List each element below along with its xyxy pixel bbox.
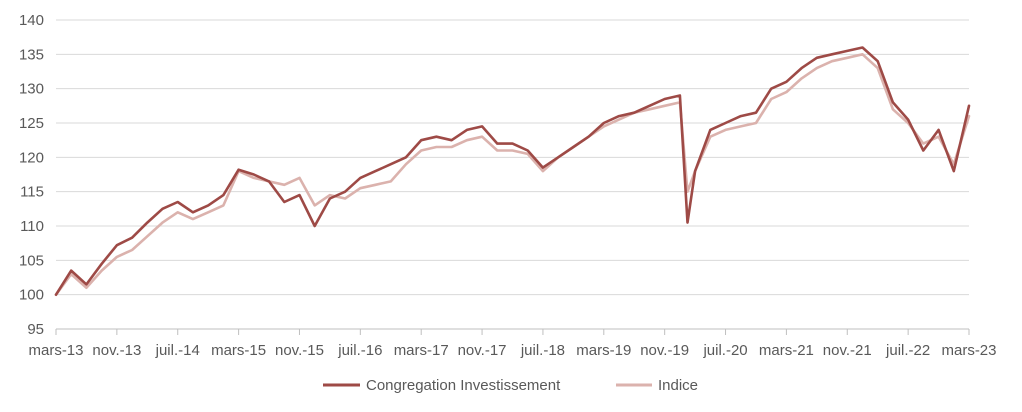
y-tick-label: 120: [19, 149, 44, 166]
x-tick-label: mars-21: [759, 342, 814, 359]
x-tick-label: mars-15: [211, 342, 266, 359]
legend: Congregation Investissement Indice: [323, 377, 698, 394]
y-tick-label: 130: [19, 81, 44, 98]
x-tick-label: juil.-20: [702, 342, 747, 359]
series-line-1: [54, 52, 971, 297]
x-tick-label: nov.-15: [275, 342, 324, 359]
y-tick-label: 125: [19, 115, 44, 132]
series-lines: [54, 46, 971, 297]
y-tick-label: 140: [19, 12, 44, 29]
x-tick-label: mars-13: [28, 342, 83, 359]
x-tick-label: nov.-13: [92, 342, 141, 359]
x-tick-label: mars-23: [941, 342, 996, 359]
gridlines: [56, 19, 969, 296]
x-tick-label: juil.-16: [337, 342, 382, 359]
x-tick-label: juil.-18: [520, 342, 565, 359]
x-tick-label: nov.-19: [640, 342, 689, 359]
series-line-0: [54, 46, 971, 297]
x-axis: mars-13 nov.-13 juil.-14 mars-15 nov.-15 juil…: [28, 328, 997, 359]
y-tick-label: 95: [27, 321, 44, 338]
x-tick-label: nov.-21: [823, 342, 872, 359]
x-tick-label: juil.-22: [885, 342, 930, 359]
y-tick-label: 115: [20, 184, 44, 201]
y-tick-label: 110: [20, 218, 44, 235]
legend-label-0: Congregation Investissement: [366, 377, 561, 394]
y-tick-label: 100: [19, 287, 44, 304]
x-tick-label: juil.-14: [155, 342, 200, 359]
legend-label-1: Indice: [658, 377, 698, 394]
x-tick-label: nov.-17: [458, 342, 507, 359]
y-axis-tick-labels: 95 100 105 110 115 120 125 130 135 140: [19, 12, 44, 338]
x-tick-label: mars-19: [576, 342, 631, 359]
x-tick-label: mars-17: [394, 342, 449, 359]
y-tick-label: 135: [19, 46, 44, 63]
y-tick-label: 105: [19, 252, 44, 269]
